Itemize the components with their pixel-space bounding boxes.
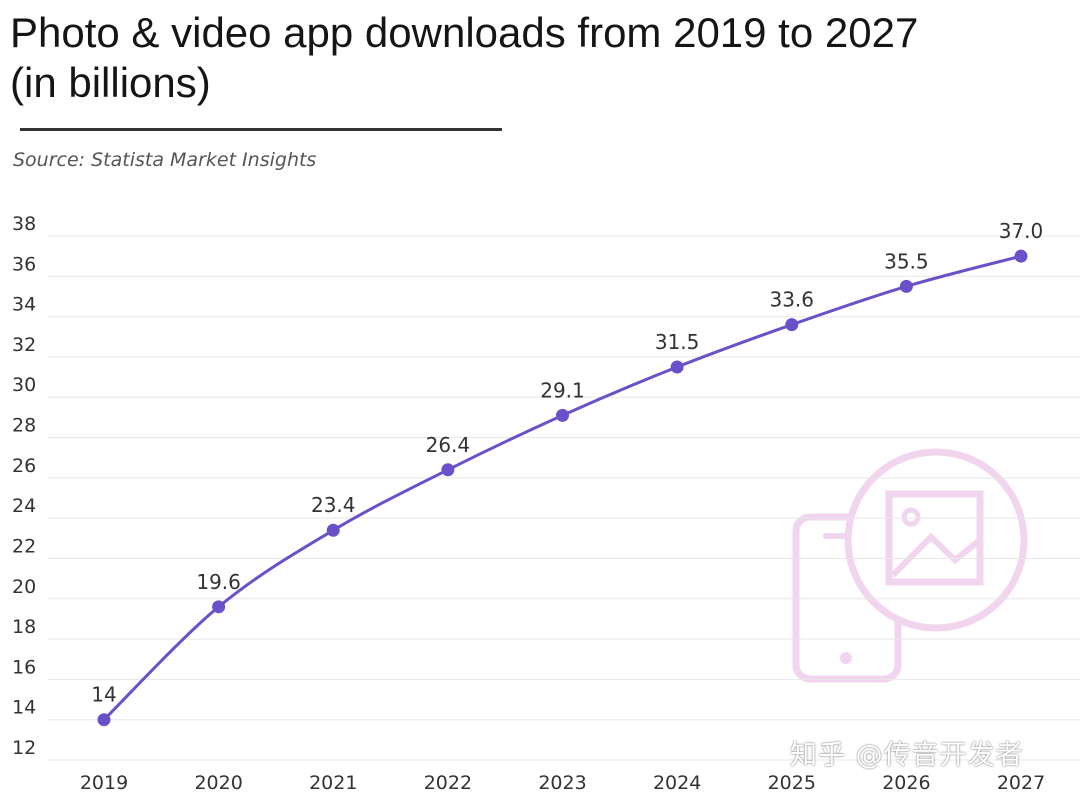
y-tick-label: 28 [12,415,36,437]
y-tick-label: 38 [12,213,36,235]
title-line-1: Photo & video app downloads from 2019 to… [10,9,919,56]
watermark-text: 知乎 @传音开发者 [790,740,1024,771]
y-tick-label: 26 [12,455,36,477]
data-point [899,279,913,293]
y-tick-label: 30 [12,374,36,396]
title-divider [20,128,502,131]
y-tick-label: 20 [12,576,36,598]
data-point [785,318,799,332]
x-tick-label: 2021 [309,772,357,794]
x-axis: 2019 2020 2021 2022 2023 2024 2025 2026 2027 [80,772,1045,794]
data-label: 19.6 [196,570,241,594]
x-tick-label: 2020 [194,772,242,794]
data-point [97,713,111,727]
y-tick-label: 14 [12,697,36,719]
x-tick-label: 2025 [768,772,816,794]
x-tick-label: 2022 [424,772,472,794]
picture-mountain [890,532,982,578]
gridlines [48,235,1080,761]
data-label: 23.4 [311,493,356,517]
data-points [97,249,1028,727]
phone-button [840,652,852,664]
data-point [441,463,455,477]
title-line-2: (in billions) [10,59,211,106]
chart-title: Photo & video app downloads from 2019 to… [10,8,1010,108]
y-tick-label: 24 [12,495,36,517]
data-label: 14 [91,683,116,707]
x-tick-label: 2019 [80,772,128,794]
data-label: 26.4 [426,433,471,457]
data-label: 31.5 [655,330,700,354]
y-tick-label: 18 [12,616,36,638]
data-label: 29.1 [540,378,585,402]
picture-sun [901,507,921,527]
phone-photo-icon [792,448,1028,683]
data-label: 35.5 [884,249,929,273]
data-point [326,523,340,537]
x-tick-label: 2023 [538,772,586,794]
x-tick-label: 2027 [997,772,1045,794]
y-tick-label: 22 [12,535,36,557]
y-tick-label: 34 [12,294,36,316]
y-axis: 12 14 16 18 20 22 24 26 28 30 32 34 36 38 [12,213,36,759]
data-labels: 14 19.6 23.4 26.4 29.1 31.5 33.6 35.5 37.0 [91,219,1043,707]
y-tick-label: 16 [12,656,36,678]
data-point [1014,249,1028,263]
y-tick-label: 12 [12,737,36,759]
y-tick-label: 32 [12,334,36,356]
y-tick-label: 36 [12,253,36,275]
picture-frame [885,490,984,586]
data-point [670,360,684,374]
data-point [556,408,569,422]
x-tick-label: 2026 [882,772,930,794]
source-note: Source: Statista Market Insights [13,149,317,171]
data-point [212,600,226,614]
data-label: 37.0 [999,219,1044,243]
x-tick-label: 2024 [653,772,701,794]
data-label: 33.6 [769,288,814,312]
